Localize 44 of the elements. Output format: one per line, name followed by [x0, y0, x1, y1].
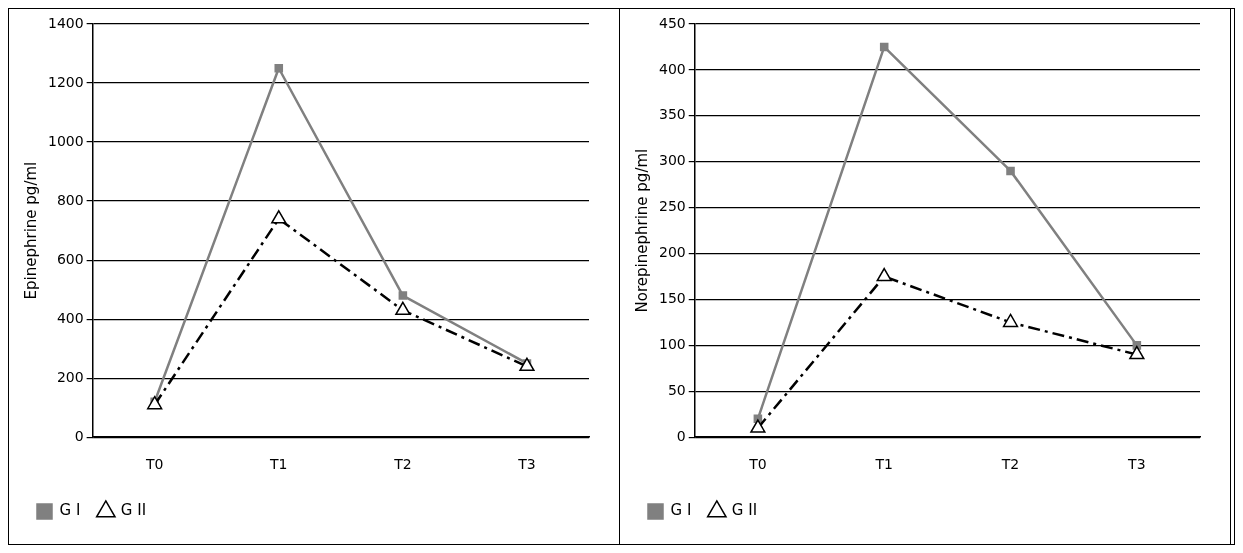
y-tick-label: 400 — [56, 309, 84, 326]
y-tick-label: 1400 — [47, 14, 84, 31]
legend-label: G II — [731, 501, 758, 520]
y-tick-label: 350 — [658, 106, 686, 123]
y-tick-label: 600 — [56, 250, 84, 267]
y-axis-title: Norepinephrine pg/ml — [632, 148, 651, 313]
x-tick-label: T2 — [1000, 456, 1020, 473]
x-tick-label: T3 — [517, 456, 536, 473]
point — [876, 267, 892, 282]
y-axis-title: Epinephrine pg/ml — [21, 161, 40, 300]
y-tick-label: 250 — [658, 198, 686, 215]
legend-label: G II — [120, 501, 147, 520]
y-tick-label: 200 — [658, 244, 686, 261]
y-tick-label: 0 — [676, 427, 686, 444]
point — [271, 210, 287, 224]
x-tick-label: T0 — [748, 456, 767, 473]
y-tick-label: 800 — [56, 191, 84, 208]
x-tick-label: T1 — [874, 456, 893, 473]
y-tick-label: 1000 — [47, 132, 84, 149]
point — [395, 301, 411, 316]
point — [879, 42, 889, 52]
point — [1002, 313, 1019, 328]
y-tick-label: 150 — [658, 290, 686, 307]
point — [519, 357, 535, 372]
y-tick-label: 100 — [658, 336, 686, 353]
x-tick-label: T2 — [393, 456, 412, 473]
point — [147, 395, 163, 410]
x-tick-label: T3 — [1127, 456, 1146, 473]
y-tick-label: 300 — [658, 152, 686, 169]
y-tick-label: 1200 — [47, 73, 84, 90]
point — [1006, 166, 1015, 176]
y-tick-label: 200 — [56, 368, 84, 385]
y-tick-label: 0 — [74, 427, 84, 444]
x-tick-label: T1 — [269, 456, 288, 473]
legend-label: G I — [670, 501, 692, 520]
y-tick-label: 400 — [658, 60, 686, 77]
point — [274, 63, 284, 73]
y-tick-label: 50 — [667, 381, 686, 398]
y-tick-label: 450 — [658, 14, 686, 31]
legend-label: G I — [59, 501, 81, 520]
x-tick-label: T0 — [144, 456, 164, 473]
point — [750, 419, 766, 433]
point — [398, 291, 408, 300]
point — [1129, 345, 1145, 360]
